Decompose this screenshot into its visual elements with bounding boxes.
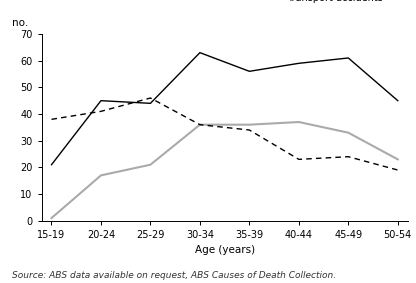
Drug induced accidents — [296, 120, 301, 124]
Suicide — [49, 163, 54, 166]
Transport accidents — [247, 128, 252, 132]
Drug induced accidents — [247, 123, 252, 127]
Drug induced accidents — [198, 123, 203, 127]
Drug induced accidents — [99, 174, 104, 177]
Legend: Suicide, Drug induced accidents, Transport accidents: Suicide, Drug induced accidents, Transpo… — [260, 0, 403, 3]
Transport accidents — [148, 96, 153, 100]
Line: Drug induced accidents: Drug induced accidents — [52, 122, 398, 218]
Transport accidents — [49, 118, 54, 121]
X-axis label: Age (years): Age (years) — [195, 245, 255, 255]
Suicide — [395, 99, 400, 102]
Suicide — [247, 70, 252, 73]
Transport accidents — [395, 168, 400, 172]
Suicide — [346, 56, 351, 60]
Line: Suicide: Suicide — [52, 53, 398, 165]
Transport accidents — [99, 110, 104, 113]
Drug induced accidents — [148, 163, 153, 166]
Transport accidents — [346, 155, 351, 158]
Drug induced accidents — [395, 158, 400, 161]
Transport accidents — [296, 158, 301, 161]
Suicide — [198, 51, 203, 54]
Drug induced accidents — [49, 216, 54, 220]
Suicide — [296, 62, 301, 65]
Text: Source: ABS data available on request, ABS Causes of Death Collection.: Source: ABS data available on request, A… — [12, 271, 337, 280]
Drug induced accidents — [346, 131, 351, 134]
Text: no.: no. — [12, 18, 29, 28]
Transport accidents — [198, 123, 203, 127]
Line: Transport accidents: Transport accidents — [52, 98, 398, 170]
Suicide — [99, 99, 104, 102]
Suicide — [148, 102, 153, 105]
